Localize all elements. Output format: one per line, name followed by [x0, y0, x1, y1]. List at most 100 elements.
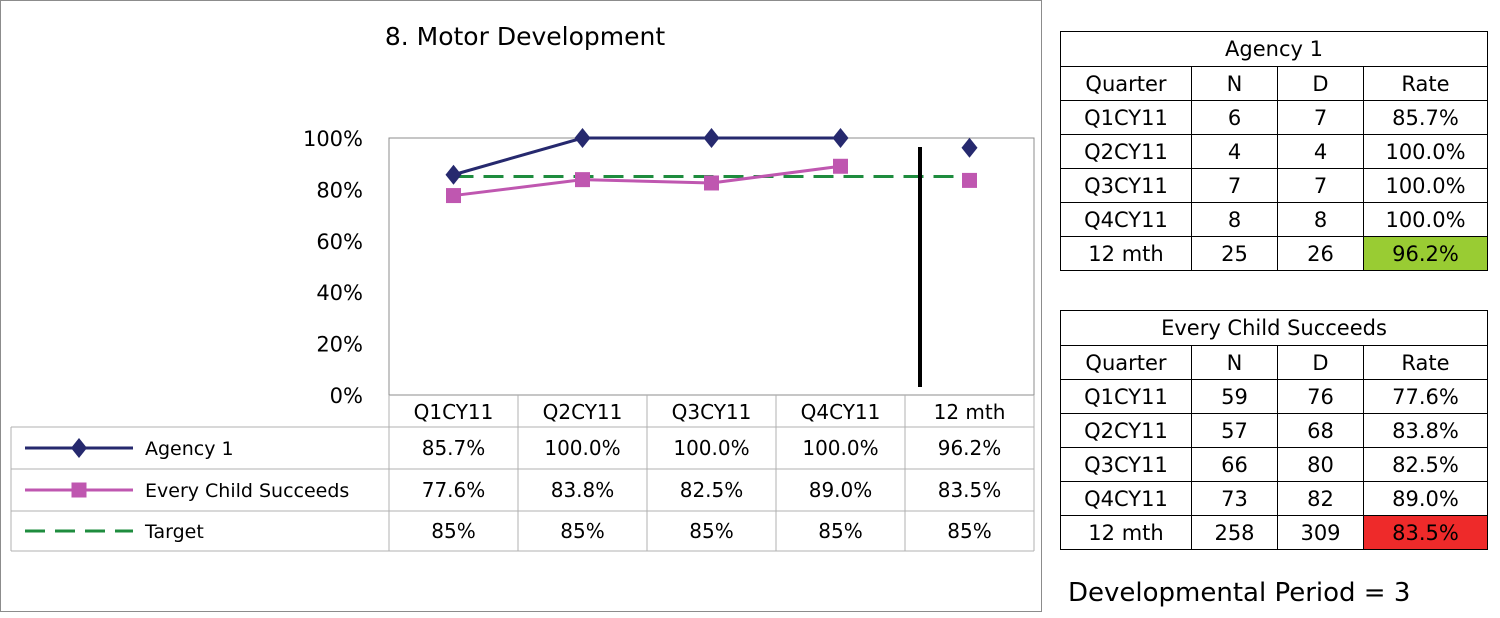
x-tick-label: Q4CY11 [801, 400, 881, 424]
data-point-every-child-succeeds [446, 188, 461, 204]
data-value-label: 77.6% [422, 478, 486, 502]
table-cell: 7 [1277, 168, 1364, 203]
data-value-label: 85.7% [422, 436, 486, 460]
table-cell: 100.0% [1363, 202, 1488, 237]
y-tick-label: 40% [316, 281, 363, 305]
table-cell: 4 [1191, 134, 1278, 169]
chart-frame: 8. Motor Development 0% 20% 40% 60% 80% 100% … [0, 0, 1042, 612]
table-cell: Q2CY11 [1060, 134, 1192, 169]
table-row: Q1CY11 59 76 77.6% [1060, 379, 1488, 414]
data-value-label: 85% [431, 519, 475, 543]
data-value-label: 89.0% [809, 478, 873, 502]
data-point-every-child-succeeds [962, 172, 977, 188]
data-point-every-child-succeeds [575, 172, 590, 188]
table-cell: 25 [1191, 236, 1278, 271]
x-tick-label: 12 mth [934, 400, 1006, 424]
table-cell: 82 [1277, 481, 1364, 516]
table-cell: 83.8% [1363, 413, 1488, 448]
table-cell: 66 [1191, 447, 1278, 482]
table-cell: Q3CY11 [1060, 447, 1192, 482]
data-value-label: 85% [818, 519, 862, 543]
table-row: Q4CY11 73 82 89.0% [1060, 481, 1488, 516]
x-tick-label: Q3CY11 [672, 400, 752, 424]
table-cell: 100.0% [1363, 168, 1488, 203]
legend-marker-every-child-succeeds [71, 482, 87, 498]
table-cell: 309 [1277, 515, 1364, 550]
chart-title: 8. Motor Development [385, 22, 665, 51]
table-row-total: 12 mth 258 309 83.5% [1060, 515, 1488, 550]
data-point-agency-1 [574, 128, 591, 148]
data-point-agency-1 [445, 164, 462, 185]
table-cell: Q2CY11 [1060, 413, 1192, 448]
series-line-agency-1 [453, 136, 841, 177]
x-tick-label: Q2CY11 [543, 400, 623, 424]
table-cell: Q1CY11 [1060, 379, 1192, 414]
column-header-quarter: Quarter [1060, 345, 1192, 380]
table-cell: Q3CY11 [1060, 168, 1192, 203]
column-header-n: N [1191, 66, 1278, 101]
data-value-label: 85% [560, 519, 604, 543]
table-cell: 7 [1277, 100, 1364, 135]
table-row-total: 12 mth 25 26 96.2% [1060, 236, 1488, 271]
agency-1-table-title: Agency 1 [1060, 31, 1488, 67]
data-point-agency-1 [832, 128, 849, 148]
data-point-every-child-succeeds [704, 175, 719, 191]
y-tick-label: 20% [316, 333, 363, 357]
agency-1-table: Agency 1 Quarter N D Rate Q1CY11 6 7 85.… [1060, 31, 1488, 271]
table-cell: 26 [1277, 236, 1364, 271]
table-cell: Q4CY11 [1060, 481, 1192, 516]
table-cell: Q1CY11 [1060, 100, 1192, 135]
table-row: Q4CY11 8 8 100.0% [1060, 202, 1488, 237]
table-cell: 82.5% [1363, 447, 1488, 482]
table-cell: 100.0% [1363, 134, 1488, 169]
data-point-agency-1 [961, 137, 978, 158]
table-row: Q2CY11 4 4 100.0% [1060, 134, 1488, 169]
data-value-label: 96.2% [938, 436, 1002, 460]
table-cell: 77.6% [1363, 379, 1488, 414]
rate-highlight-cell: 83.5% [1363, 515, 1488, 550]
table-cell: 8 [1191, 202, 1278, 237]
legend-label-agency-1: Agency 1 [145, 438, 234, 460]
y-tick-label: 100% [303, 127, 363, 151]
every-child-succeeds-table-title: Every Child Succeeds [1060, 310, 1488, 346]
table-cell: 73 [1191, 481, 1278, 516]
table-cell: Q4CY11 [1060, 202, 1192, 237]
table-cell: 80 [1277, 447, 1364, 482]
column-header-rate: Rate [1363, 66, 1488, 101]
developmental-period-label: Developmental Period = 3 [1068, 578, 1411, 608]
legend-marker-agency-1 [71, 438, 87, 458]
data-value-label: 82.5% [680, 478, 744, 502]
table-cell: 57 [1191, 413, 1278, 448]
table-cell: 59 [1191, 379, 1278, 414]
table-cell: 85.7% [1363, 100, 1488, 135]
column-header-d: D [1277, 345, 1364, 380]
data-value-label: 100.0% [673, 436, 749, 460]
table-cell: 68 [1277, 413, 1364, 448]
motor-development-chart: 8. Motor Development 0%20%40%60%80%100% … [10, 22, 1035, 552]
column-header-d: D [1277, 66, 1364, 101]
table-cell: 4 [1277, 134, 1364, 169]
column-header-rate: Rate [1363, 345, 1488, 380]
data-value-label: 85% [689, 519, 733, 543]
table-row: Q3CY11 7 7 100.0% [1060, 168, 1488, 203]
table-row: Q2CY11 57 68 83.8% [1060, 413, 1488, 448]
table-cell: 12 mth [1060, 236, 1192, 271]
y-tick-label: 80% [316, 178, 363, 202]
y-tick-label: 60% [316, 230, 363, 254]
table-cell: 8 [1277, 202, 1364, 237]
table-cell: 76 [1277, 379, 1364, 414]
data-value-label: 83.8% [551, 478, 615, 502]
legend-label-target: Target [144, 521, 204, 543]
series-line-every-child-succeeds [453, 164, 841, 198]
y-tick-label: 0% [330, 384, 363, 408]
table-cell: 6 [1191, 100, 1278, 135]
rate-highlight-cell: 96.2% [1363, 236, 1488, 271]
legend-label-every-child-succeeds: Every Child Succeeds [145, 480, 349, 502]
data-value-label: 83.5% [938, 478, 1002, 502]
column-header-n: N [1191, 345, 1278, 380]
table-cell: 258 [1191, 515, 1278, 550]
data-point-every-child-succeeds [833, 158, 848, 174]
table-cell: 7 [1191, 168, 1278, 203]
every-child-succeeds-table: Every Child Succeeds Quarter N D Rate Q1… [1060, 310, 1488, 550]
x-tick-label: Q1CY11 [414, 400, 494, 424]
